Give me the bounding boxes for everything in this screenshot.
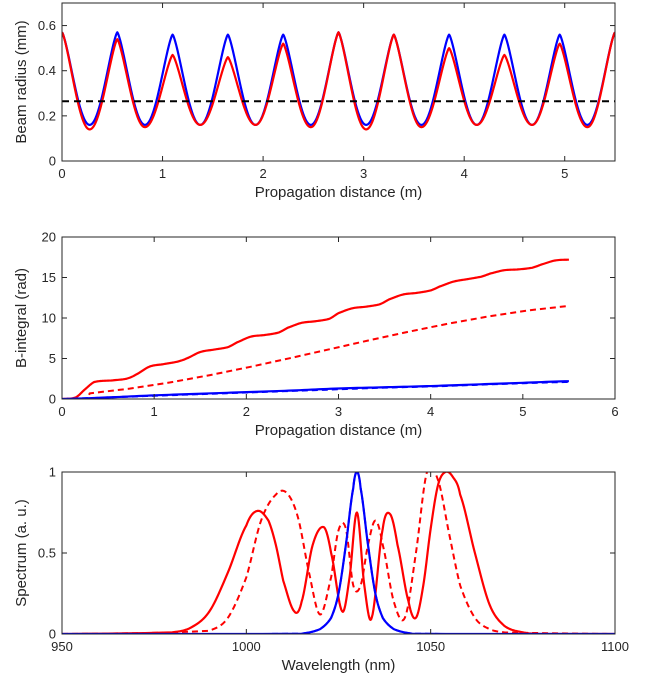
y-tick-label: 5 xyxy=(49,351,56,366)
axes-frame xyxy=(61,471,616,635)
y-tick-label: 0.4 xyxy=(38,63,56,78)
y-tick-label: 0 xyxy=(49,392,56,407)
y-tick-label: 15 xyxy=(42,270,56,285)
y-tick-label: 0.6 xyxy=(38,18,56,33)
x-tick-label: 1 xyxy=(151,404,158,419)
series-line-2-1 xyxy=(62,258,569,399)
y-tick-label: 0 xyxy=(49,154,56,169)
series-line-2-4 xyxy=(62,380,569,399)
y-tick-label: 20 xyxy=(42,230,56,245)
x-axis-label: Propagation distance (m) xyxy=(255,422,423,439)
y-axis-label: Spectrum (a. u.) xyxy=(13,499,30,607)
y-axis-label: Beam radius (mm) xyxy=(13,20,30,143)
x-tick-label: 3 xyxy=(360,166,367,181)
chart-panel-2: 0 1 2 3 4 5 6 0 5 10 15 20 Propagation distance (m) B… xyxy=(13,230,619,440)
y-tick-label: 0.5 xyxy=(38,546,56,561)
series-line-3-1 xyxy=(62,472,615,634)
y-axis-label: B-integral (rad) xyxy=(13,268,30,368)
x-tick-label: 3 xyxy=(335,404,342,419)
x-tick-label: 1050 xyxy=(416,639,445,654)
x-tick-label: 0 xyxy=(58,166,65,181)
x-tick-label: 1100 xyxy=(601,639,629,654)
series-line-1-1 xyxy=(62,31,615,126)
x-axis-label: Propagation distance (m) xyxy=(255,184,423,201)
series-line-1-2 xyxy=(62,31,615,131)
axes-frame xyxy=(61,2,616,162)
series-line-3-2 xyxy=(62,472,615,634)
x-tick-label: 4 xyxy=(461,166,468,181)
series-line-2-2 xyxy=(62,304,570,399)
y-tick-label: 0.2 xyxy=(38,108,56,123)
x-tick-label: 0 xyxy=(58,404,65,419)
x-tick-label: 950 xyxy=(51,639,73,654)
axes-frame xyxy=(61,236,616,400)
x-tick-label: 1000 xyxy=(232,639,261,654)
x-tick-label: 2 xyxy=(259,166,266,181)
x-axis-label: Wavelength (nm) xyxy=(282,657,396,674)
y-tick-label: 10 xyxy=(42,311,56,326)
x-tick-label: 2 xyxy=(243,404,250,419)
x-tick-label: 5 xyxy=(519,404,526,419)
x-tick-label: 6 xyxy=(611,404,618,419)
series-line-3-3 xyxy=(62,472,615,634)
x-tick-label: 4 xyxy=(427,404,434,419)
y-tick-label: 0 xyxy=(49,627,56,642)
chart-panel-1: 0 1 2 3 4 5 0 0.2 0.4 0.6 Propagation distance (m)… xyxy=(13,2,616,201)
chart-panel-3: 950 1000 1050 1100 0 0.5 1 Wavelength (nm) Spect… xyxy=(13,465,629,675)
series-line-3-4 xyxy=(62,472,615,634)
x-tick-label: 5 xyxy=(561,166,568,181)
y-tick-label: 1 xyxy=(49,465,56,480)
x-tick-label: 1 xyxy=(159,166,166,181)
